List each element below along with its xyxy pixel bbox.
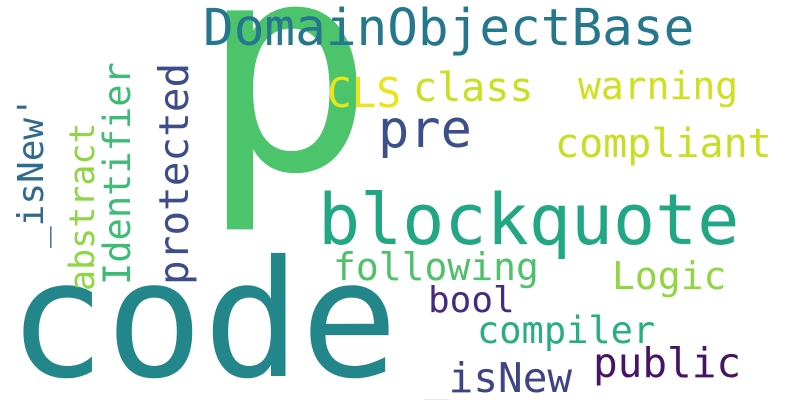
word-isnew-quote: _isNew' <box>11 96 52 248</box>
word-logic: Logic <box>612 254 727 298</box>
word-class: class <box>413 65 534 111</box>
word-blockquote: blockquote <box>318 179 740 261</box>
word-cls: CLS <box>327 69 402 117</box>
word-following: following <box>333 245 539 289</box>
word-compliant: compliant <box>555 121 772 167</box>
word-bool: bool <box>428 280 515 321</box>
word-warning: warning <box>578 64 739 108</box>
word-public: public <box>593 339 742 387</box>
word-code: code <box>8 227 399 400</box>
word-compiler: compiler <box>477 309 656 352</box>
word-protected: protected <box>150 62 198 285</box>
word-p: p <box>200 0 375 238</box>
word-isnew: _isNew <box>424 354 573 400</box>
word-pre: pre <box>378 100 472 160</box>
word-domainobjectbase: DomainObjectBase <box>203 0 695 58</box>
word-identifier: Identifier <box>96 62 139 285</box>
